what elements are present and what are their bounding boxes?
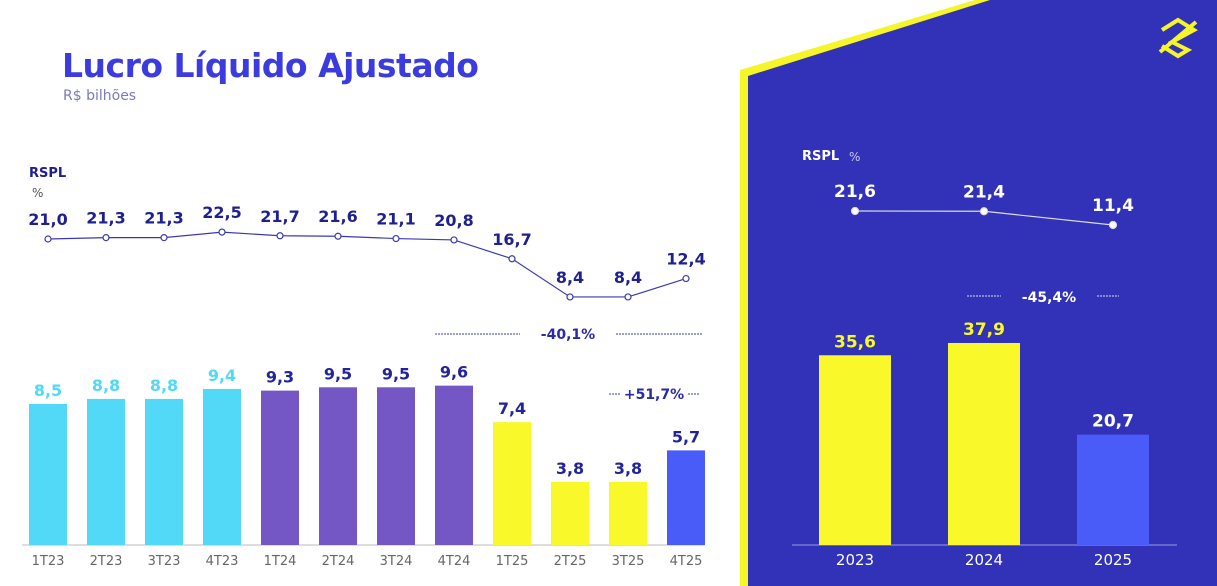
x-tick-label: 2T24 xyxy=(322,554,355,569)
rspl-value-label: 8,4 xyxy=(614,268,642,287)
rspl-point xyxy=(979,207,989,216)
rspl-point xyxy=(102,234,110,242)
bar-value-label: 3,8 xyxy=(614,459,642,478)
bar-value-label: 20,7 xyxy=(1092,412,1134,432)
bar-1T23 xyxy=(29,403,67,545)
bar-4T25 xyxy=(667,450,705,545)
banco-do-brasil-logo-icon xyxy=(1158,17,1198,59)
x-tick-label: 1T25 xyxy=(496,554,529,569)
bar-value-label: 5,7 xyxy=(672,427,700,446)
rspl-value-label: 21,3 xyxy=(86,209,125,228)
rspl-point xyxy=(160,234,168,242)
bar-2T25 xyxy=(551,481,589,545)
rspl-value-label: 21,0 xyxy=(28,210,67,229)
page-subtitle: R$ bilhões xyxy=(63,88,137,104)
bar-3T25 xyxy=(609,481,647,545)
bar-value-label: 9,5 xyxy=(382,364,410,383)
x-tick-label: 2025 xyxy=(1094,551,1132,569)
rspl-point xyxy=(850,206,860,216)
rspl-value-label: 21,4 xyxy=(963,182,1005,202)
x-tick-label: 1T24 xyxy=(264,554,297,569)
x-tick-label: 4T23 xyxy=(206,554,239,569)
x-tick-label: 2T23 xyxy=(90,554,123,569)
bar-2T24 xyxy=(319,387,357,545)
bar-2024 xyxy=(948,342,1020,545)
bar-value-label: 9,5 xyxy=(324,364,352,383)
x-tick-label: 4T24 xyxy=(438,554,471,569)
x-tick-label: 3T23 xyxy=(148,554,181,569)
x-tick-label: 3T25 xyxy=(612,554,645,569)
rspl-point xyxy=(334,232,342,240)
bar-value-label: 9,3 xyxy=(266,368,294,387)
rspl-line xyxy=(47,231,687,298)
bar-value-label: 8,8 xyxy=(150,376,178,395)
rspl-point xyxy=(392,234,400,243)
rspl-point xyxy=(44,235,52,243)
bar-3T24 xyxy=(377,387,415,545)
bar-value-label: 35,6 xyxy=(834,332,876,352)
bar-1T25 xyxy=(493,422,531,545)
rspl-value-label: 22,5 xyxy=(202,203,241,222)
bar-1T24 xyxy=(261,390,299,545)
annotation-quarterly-growth: +51,7% xyxy=(624,387,684,403)
x-tick-label: 2023 xyxy=(836,551,874,569)
rspl-point xyxy=(682,274,690,283)
rspl-value-label: 20,8 xyxy=(434,211,473,230)
rspl-value-label: 11,4 xyxy=(1092,196,1134,216)
x-tick-label: 4T25 xyxy=(670,554,703,569)
rspl-point xyxy=(566,293,574,301)
rspl-point xyxy=(450,236,458,244)
bar-value-label: 8,5 xyxy=(34,381,62,400)
x-tick-label: 1T23 xyxy=(32,554,65,569)
bar-4T24 xyxy=(435,385,473,545)
rspl-value-label: 12,4 xyxy=(666,250,705,269)
bar-2023 xyxy=(819,355,891,545)
annotation-quarterly-change: -40,1% xyxy=(541,327,595,343)
bar-value-label: 8,8 xyxy=(92,376,120,395)
rspl-point xyxy=(624,293,632,301)
rspl-value-label: 21,6 xyxy=(834,182,876,202)
annual-rspl-unit: % xyxy=(849,150,861,164)
bar-value-label: 3,8 xyxy=(556,459,584,478)
bar-4T23 xyxy=(203,388,241,545)
rspl-point xyxy=(1108,220,1118,230)
annotation-annual-change: -45,4% xyxy=(1022,290,1076,306)
rspl-value-label: 16,7 xyxy=(492,230,531,249)
annual-rspl-label: RSPL xyxy=(802,149,840,164)
page-title: Lucro Líquido Ajustado xyxy=(62,46,479,85)
bar-2025 xyxy=(1077,434,1149,545)
bar-value-label: 7,4 xyxy=(498,399,526,418)
rspl-label: RSPL xyxy=(29,166,67,181)
bar-value-label: 37,9 xyxy=(963,320,1005,340)
bar-2T23 xyxy=(87,398,125,545)
bar-3T23 xyxy=(145,398,183,545)
bar-value-label: 9,4 xyxy=(208,366,236,385)
rspl-value-label: 21,6 xyxy=(318,207,357,226)
rspl-point xyxy=(276,232,284,240)
rspl-point xyxy=(508,255,516,263)
rspl-value-label: 21,3 xyxy=(144,209,183,228)
rspl-value-label: 8,4 xyxy=(556,268,584,287)
x-tick-label: 3T24 xyxy=(380,554,413,569)
bar-value-label: 9,6 xyxy=(440,363,468,382)
x-tick-label: 2T25 xyxy=(554,554,587,569)
rspl-unit: % xyxy=(32,186,44,200)
rspl-point xyxy=(218,228,226,236)
rspl-value-label: 21,1 xyxy=(376,210,415,229)
x-tick-label: 2024 xyxy=(965,551,1003,569)
rspl-value-label: 21,7 xyxy=(260,207,299,226)
